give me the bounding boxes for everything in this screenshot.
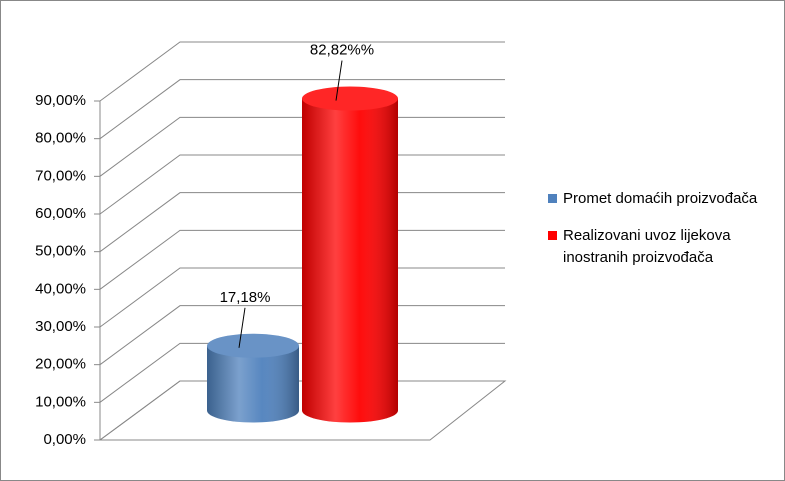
legend-swatch xyxy=(548,194,557,203)
bar xyxy=(302,86,398,423)
legend-swatch xyxy=(548,231,557,240)
bar-top xyxy=(207,333,299,358)
y-tick-label: 40,00% xyxy=(35,280,86,297)
leader-line xyxy=(238,307,246,348)
bar-top xyxy=(302,86,398,111)
y-tick-label: 60,00% xyxy=(35,205,86,222)
grid-line xyxy=(99,79,505,140)
value-label: 82,82%% xyxy=(310,42,374,59)
bar-top-shade xyxy=(302,86,398,111)
value-label: 17,18% xyxy=(220,289,271,306)
y-tick-label: 70,00% xyxy=(35,167,86,184)
y-tick-label: 10,00% xyxy=(35,393,86,410)
y-tick-label: 20,00% xyxy=(35,356,86,373)
y-tick-label: 50,00% xyxy=(35,243,86,260)
legend-item: Promet domaćih proizvođača xyxy=(548,188,763,210)
bar-shade xyxy=(302,98,398,423)
legend-item: Realizovani uvoz lijekova inostranih pro… xyxy=(548,225,763,269)
grid-line xyxy=(99,41,505,102)
legend: Promet domaćih proizvođača Realizovani uv… xyxy=(548,188,763,284)
bar-top-shade xyxy=(207,333,299,358)
y-tick-label: 80,00% xyxy=(35,130,86,147)
y-tick-label: 90,00% xyxy=(35,92,86,109)
plot-area: 0,00% 10,00% 20,00% 30,00% 40,00% 50,00% 60,00… xyxy=(35,41,507,448)
legend-label: Realizovani uvoz lijekova inostranih pro… xyxy=(563,227,731,266)
y-tick-label: 30,00% xyxy=(35,318,86,335)
leader-line xyxy=(335,60,343,101)
legend-label: Promet domaćih proizvođača xyxy=(563,190,758,207)
y-tick-label: 0,00% xyxy=(43,431,86,448)
bar xyxy=(207,333,299,423)
bar-shade xyxy=(207,345,299,423)
